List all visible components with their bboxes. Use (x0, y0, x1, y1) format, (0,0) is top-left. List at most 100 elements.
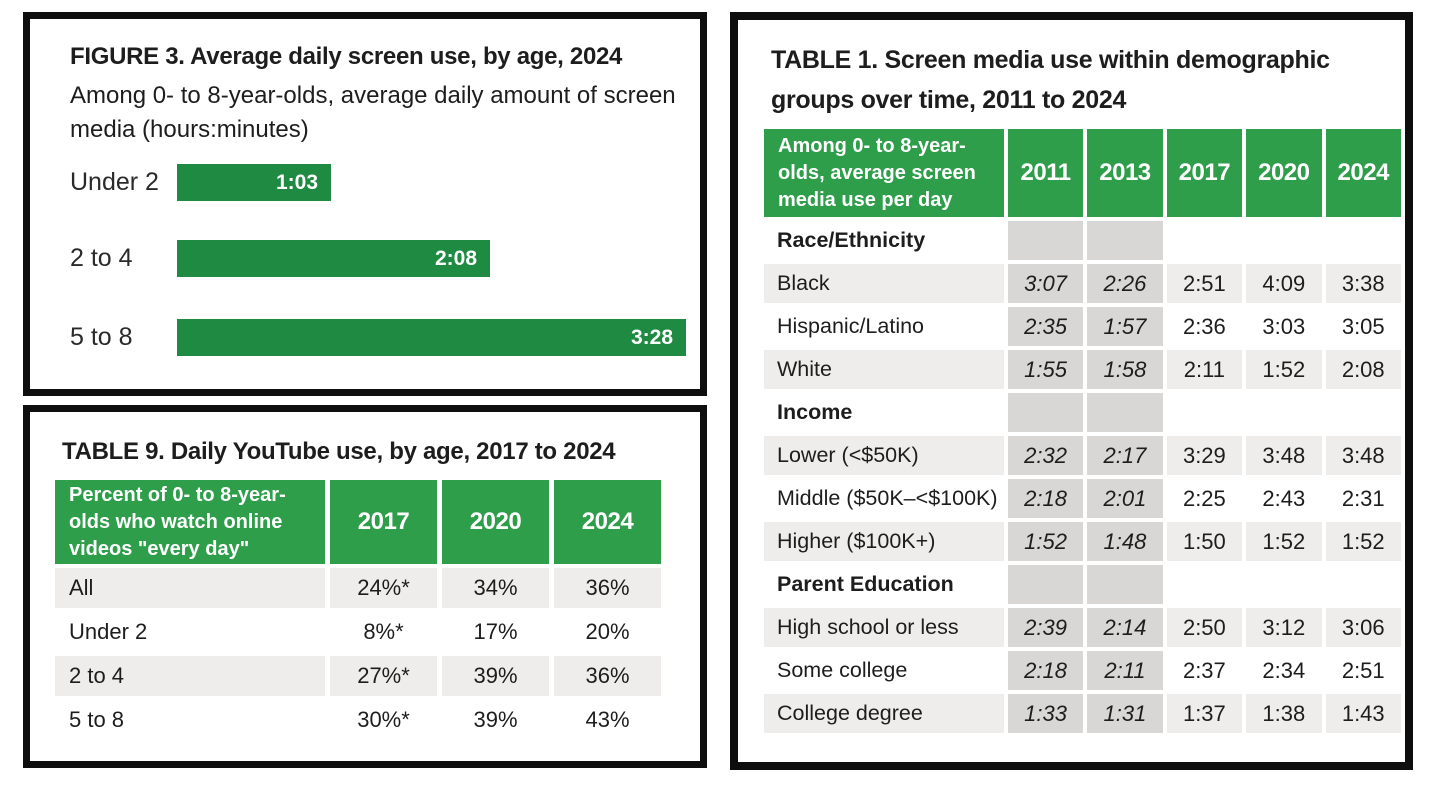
cell-empty (1167, 393, 1242, 432)
row-label: 2 to 4 (55, 656, 325, 696)
cell-value: 2:26 (1087, 264, 1163, 303)
table1-header-year: 2011 (1007, 129, 1084, 217)
cell-value: 1:52 (1246, 350, 1322, 389)
bar-2-to-4: 2:08 (177, 240, 490, 277)
section-row: Race/Ethnicity (764, 221, 1401, 260)
bar-row-under-2: Under 2 1:03 (70, 164, 331, 201)
figure3-panel: FIGURE 3. Average daily screen use, by a… (23, 12, 707, 396)
table-row: Higher ($100K+) 1:52 1:48 1:50 1:52 1:52 (764, 522, 1401, 561)
table9-title: TABLE 9. Daily YouTube use, by age, 2017… (62, 438, 616, 465)
table1-title: TABLE 1. Screen media use within demogra… (771, 46, 1330, 114)
table-row: Middle ($50K–<$100K) 2:18 2:01 2:25 2:43… (764, 479, 1401, 518)
cell-value: 1:33 (1007, 694, 1084, 733)
cell-value: 36% (554, 656, 661, 696)
cell-value: 1:43 (1325, 694, 1401, 733)
table9: Percent of 0- to 8-year-olds who watch o… (50, 476, 666, 744)
section-row: Income (764, 393, 1401, 432)
cell-value: 2:32 (1007, 436, 1084, 475)
cell-value: 1:52 (1007, 522, 1084, 561)
cell-value: 2:11 (1166, 350, 1243, 389)
cell-value: 2:50 (1166, 608, 1243, 647)
cell-value: 3:48 (1246, 436, 1322, 475)
cell-value: 1:31 (1087, 694, 1163, 733)
cell-value: 39% (473, 707, 518, 732)
cell-value: 3:29 (1166, 436, 1243, 475)
cell-value: 20% (585, 619, 630, 644)
table1-header-row: Among 0- to 8-year-olds, average screen … (764, 129, 1401, 217)
section-label: Parent Education (777, 572, 954, 596)
bar-value-label: 2:08 (434, 246, 477, 270)
bar-category-label: 2 to 4 (70, 244, 133, 272)
cell-value: 2:43 (1262, 485, 1306, 511)
table-row: White 1:55 1:58 2:11 1:52 2:08 (764, 350, 1401, 389)
bar-value-label: 1:03 (275, 170, 318, 194)
cell-empty (1326, 221, 1402, 260)
row-label: Black (764, 264, 1004, 303)
cell-value: 2:08 (1325, 350, 1401, 389)
cell-value: 2:01 (1087, 479, 1163, 518)
bar-category-label: Under 2 (70, 168, 159, 196)
table1-header-year: 2024 (1325, 129, 1401, 217)
table-row: Lower (<$50K) 2:32 2:17 3:29 3:48 3:48 (764, 436, 1401, 475)
table1-header-label: Among 0- to 8-year-olds, average screen … (764, 129, 1004, 217)
bar-value-label: 3:28 (630, 325, 673, 349)
table1: Among 0- to 8-year-olds, average screen … (760, 125, 1405, 737)
cell-empty (1167, 565, 1242, 604)
cell-empty (1246, 565, 1321, 604)
cell-value: 1:55 (1007, 350, 1084, 389)
cell-value: 1:48 (1087, 522, 1163, 561)
cell-value: 30%* (357, 707, 410, 732)
cell-value: 43% (585, 707, 630, 732)
row-label: 5 to 8 (69, 707, 125, 732)
cell-value: 17% (473, 619, 518, 644)
table-row: 2 to 4 27%* 39% 36% (55, 656, 661, 696)
cell-value: 27%* (330, 656, 437, 696)
cell-value: 3:12 (1246, 608, 1322, 647)
bar-row-2-to-4: 2 to 4 2:08 (70, 240, 490, 277)
cell-value: 2:37 (1182, 657, 1226, 683)
cell-value: 39% (442, 656, 549, 696)
cell-empty (1087, 221, 1163, 260)
row-label: Higher ($100K+) (764, 522, 1004, 561)
cell-empty (1087, 393, 1163, 432)
cell-value: 1:38 (1246, 694, 1322, 733)
table-row: High school or less 2:39 2:14 2:50 3:12 … (764, 608, 1401, 647)
row-label: College degree (764, 694, 1004, 733)
table-row: All 24%* 34% 36% (55, 568, 661, 608)
cell-value: 1:50 (1166, 522, 1243, 561)
table-row: Black 3:07 2:26 2:51 4:09 3:38 (764, 264, 1401, 303)
figure3-subtitle: Among 0- to 8-year-olds, average daily a… (70, 82, 676, 143)
cell-empty (1167, 221, 1242, 260)
cell-value: 3:03 (1262, 313, 1306, 339)
cell-value: 2:11 (1087, 651, 1163, 690)
table9-header-year: 2020 (442, 480, 549, 564)
cell-empty (1326, 393, 1402, 432)
table-row: Under 2 8%* 17% 20% (55, 612, 661, 652)
cell-value: 36% (554, 568, 661, 608)
table9-header-year: 2024 (554, 480, 661, 564)
bar-5-to-8: 3:28 (177, 319, 686, 356)
table9-panel: TABLE 9. Daily YouTube use, by age, 2017… (23, 405, 707, 768)
cell-value: 1:58 (1087, 350, 1163, 389)
cell-value: 4:09 (1246, 264, 1322, 303)
cell-value: 1:52 (1325, 522, 1401, 561)
cell-empty (1087, 565, 1163, 604)
table9-header-label: Percent of 0- to 8-year-olds who watch o… (55, 480, 325, 564)
bar-under-2: 1:03 (177, 164, 331, 201)
section-label: Race/Ethnicity (777, 228, 926, 252)
cell-value: 2:51 (1341, 657, 1385, 683)
cell-empty (1246, 221, 1321, 260)
cell-value: 2:17 (1087, 436, 1163, 475)
cell-value: 2:14 (1087, 608, 1163, 647)
cell-value: 2:34 (1262, 657, 1306, 683)
row-label: Some college (777, 658, 908, 682)
cell-value: 2:25 (1182, 485, 1226, 511)
table1-header-year: 2020 (1246, 129, 1322, 217)
cell-empty (1326, 565, 1402, 604)
row-label: All (55, 568, 325, 608)
row-label: Middle ($50K–<$100K) (777, 486, 998, 510)
bar-row-5-to-8: 5 to 8 3:28 (70, 319, 686, 356)
cell-empty (1007, 221, 1084, 260)
table9-header-row: Percent of 0- to 8-year-olds who watch o… (55, 480, 661, 564)
cell-value: 2:18 (1007, 479, 1084, 518)
